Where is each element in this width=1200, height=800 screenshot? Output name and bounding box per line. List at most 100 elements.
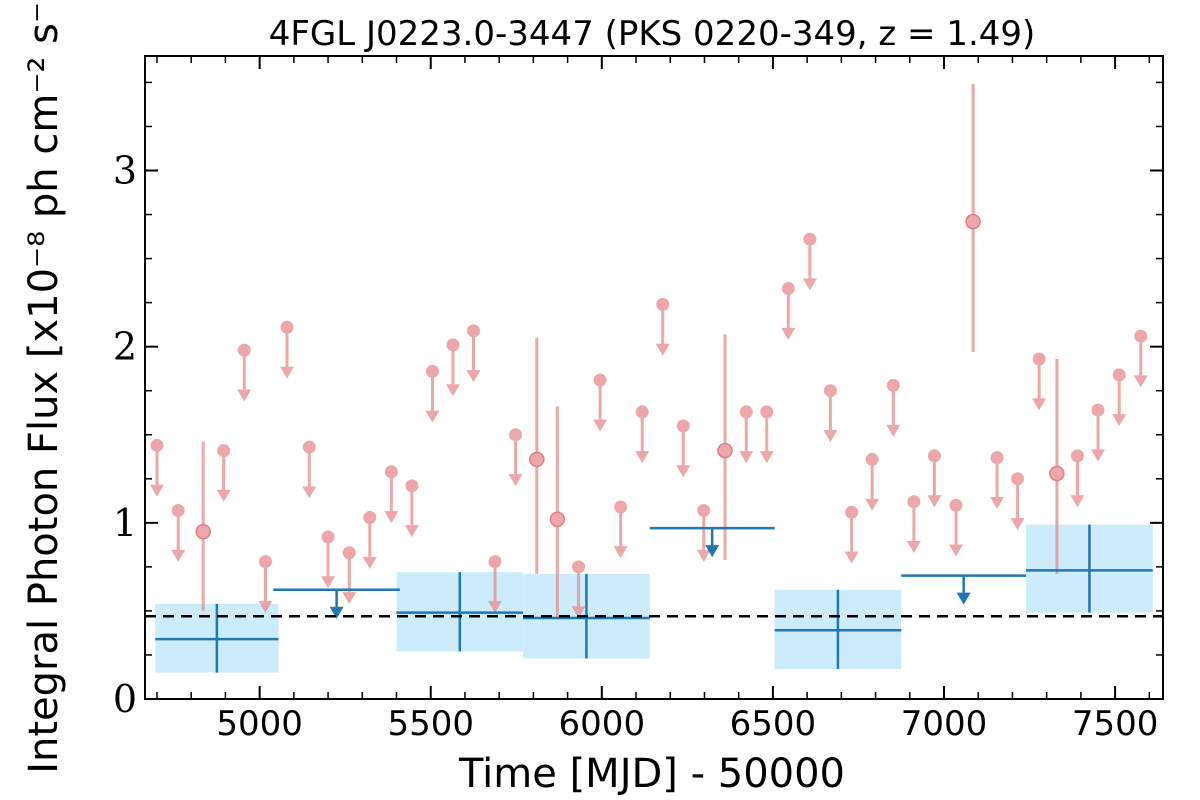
monthly-detection [549, 406, 566, 618]
monthly-detection [529, 337, 545, 574]
upper-limit-marker [865, 452, 879, 466]
monthly-upper-limit [593, 373, 608, 432]
monthly-upper-limit [280, 320, 295, 379]
binned-limit-arrow [956, 592, 971, 605]
monthly-upper-limit [635, 405, 650, 464]
monthly-detection [965, 84, 981, 352]
axis-ticks: 5000 5500 6000 6500 7000 7500 0 1 2 3 [113, 56, 1163, 744]
x-tick-label: 7000 [901, 704, 988, 744]
upper-limit-arrow [342, 592, 357, 605]
upper-limit-arrow [1133, 375, 1148, 388]
detection-marker [1049, 465, 1065, 482]
upper-limit-marker [927, 449, 941, 463]
upper-limit-arrow [676, 465, 691, 478]
upper-limit-marker [614, 500, 628, 514]
upper-limit-arrow [258, 600, 273, 613]
monthly-upper-limit [696, 504, 711, 562]
upper-limit-marker [781, 282, 795, 296]
binned-detection [396, 572, 524, 652]
monthly-upper-limit [149, 438, 164, 497]
upper-limit-arrow [802, 278, 817, 291]
y-tick-label: 1 [113, 501, 137, 545]
monthly-upper-limit [384, 465, 399, 524]
binned-error-bands [155, 524, 1153, 673]
upper-limit-marker [697, 504, 711, 518]
binned-detection [155, 603, 279, 673]
upper-limit-marker [446, 338, 460, 352]
upper-limit-arrow [781, 327, 796, 340]
upper-limit-arrow [1070, 495, 1085, 508]
upper-limit-marker [1070, 449, 1084, 463]
upper-limit-marker [760, 405, 774, 419]
upper-limit-marker [509, 428, 523, 442]
monthly-upper-limit [759, 405, 774, 464]
monthly-upper-limit [613, 500, 628, 559]
binned-detection [774, 589, 902, 670]
upper-limit-arrow [886, 424, 901, 437]
upper-limit-arrow [302, 486, 317, 499]
monthly-upper-limit [802, 232, 817, 291]
monthly-detection [1049, 359, 1065, 574]
upper-limit-marker [990, 451, 1004, 465]
binned-upper-limit [273, 588, 400, 619]
upper-limit-marker [656, 297, 670, 311]
binned-points [155, 524, 1153, 673]
monthly-upper-limit [886, 378, 901, 437]
upper-limit-arrow [1090, 449, 1105, 462]
binned-limit-arrow [329, 606, 344, 619]
y-tick-label: 0 [113, 677, 137, 721]
monthly-upper-limit [404, 479, 419, 538]
upper-limit-marker [803, 232, 817, 246]
monthly-upper-limit [1133, 329, 1148, 388]
monthly-upper-limit [844, 505, 859, 564]
upper-limit-marker [572, 560, 586, 574]
detection-marker [965, 213, 981, 230]
monthly-detection [717, 334, 733, 560]
monthly-upper-limit [445, 338, 460, 397]
x-axis-label: Time [MJD] - 50000 [458, 751, 845, 797]
upper-limit-marker [302, 440, 316, 454]
binned-upper-limit [649, 526, 775, 558]
upper-limit-arrow [593, 419, 608, 432]
upper-limit-arrow [488, 600, 503, 613]
upper-limit-arrow [844, 551, 859, 564]
upper-limit-marker [217, 444, 231, 458]
upper-limit-marker [321, 530, 335, 544]
upper-limit-arrow [321, 576, 336, 589]
upper-limit-arrow [216, 489, 231, 502]
upper-limit-arrow [696, 549, 711, 562]
upper-limit-marker [1011, 472, 1025, 486]
upper-limit-marker [466, 324, 480, 338]
upper-limit-arrow [948, 544, 963, 557]
upper-limit-arrow [759, 451, 774, 464]
upper-limit-arrow [906, 541, 921, 554]
upper-limit-marker [1032, 352, 1046, 366]
monthly-upper-limit [302, 440, 317, 499]
upper-limit-arrow [1010, 518, 1025, 531]
upper-limit-arrow [571, 606, 586, 619]
upper-limit-arrow [149, 484, 164, 497]
chart-title: 4FGL J0223.0-3447 (PKS 0220-349, z = 1.4… [269, 14, 1036, 54]
upper-limit-arrow [237, 389, 252, 402]
binned-upper-limit [901, 574, 1027, 605]
upper-limit-marker [1091, 403, 1105, 417]
monthly-upper-limit [1010, 472, 1025, 531]
monthly-upper-limit [1070, 449, 1085, 508]
y-tick-label: 3 [113, 149, 137, 193]
upper-limit-marker [907, 495, 921, 509]
monthly-upper-limit [258, 555, 273, 613]
monthly-upper-limit [508, 428, 523, 487]
monthly-upper-limit [865, 452, 880, 511]
monthly-upper-limit [927, 449, 942, 508]
upper-limit-marker [635, 405, 649, 419]
x-tick-label: 5500 [387, 704, 474, 744]
upper-limit-arrow [445, 384, 460, 397]
upper-limit-marker [593, 373, 607, 387]
x-tick-label: 6000 [559, 704, 646, 744]
upper-limit-arrow [927, 495, 942, 508]
upper-limit-arrow [384, 511, 399, 524]
monthly-upper-limit [990, 451, 1005, 509]
upper-limit-arrow [635, 451, 650, 464]
upper-limit-marker [280, 320, 294, 334]
